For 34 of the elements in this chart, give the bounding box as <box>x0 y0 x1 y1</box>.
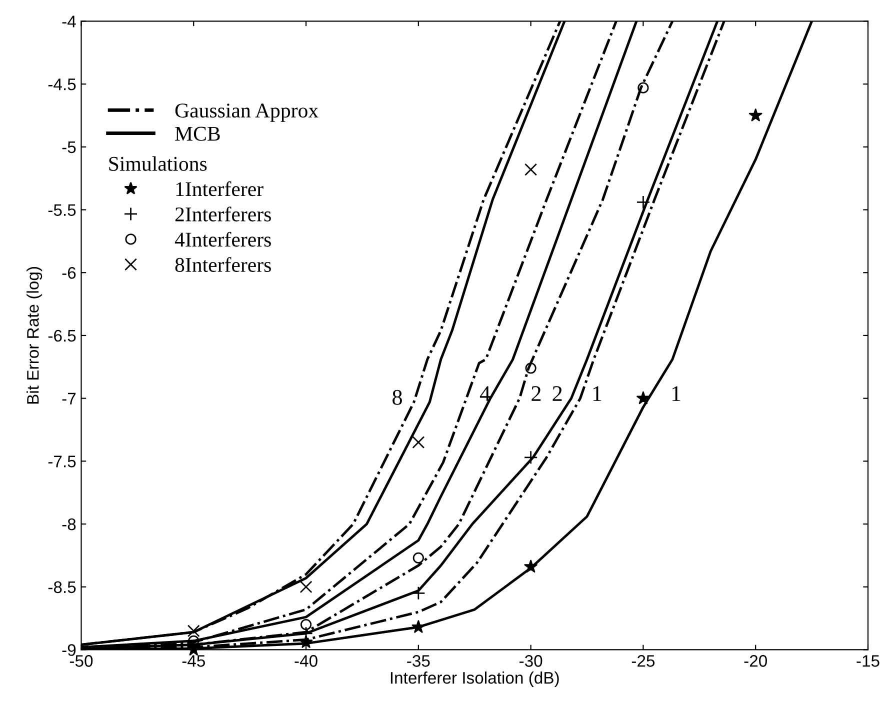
annotation: 1 <box>593 386 602 401</box>
y-tick-label: -5.5 <box>48 204 76 216</box>
legend-label: 4Interferers <box>174 232 271 247</box>
x-tick-label: -35 <box>407 655 430 667</box>
y-tick-label: -7.5 <box>48 456 76 468</box>
y-tick-label: -4 <box>62 16 76 28</box>
x-tick-label: -50 <box>70 655 93 667</box>
y-tick-label: -6 <box>62 267 76 279</box>
legend-title: Simulations <box>109 156 207 171</box>
legend-label: Gaussian Approx <box>175 104 318 122</box>
legend-label: 2Interferers <box>175 206 271 222</box>
y-tick-label: -4.5 <box>48 78 76 90</box>
legend-label: MCB <box>175 126 220 141</box>
y-tick-label: -9 <box>62 644 76 656</box>
y-tick-label: -6.5 <box>48 330 76 342</box>
legend-label: 1Interferer <box>176 181 264 196</box>
annotation: 8 <box>392 390 402 405</box>
x-axis-title: Interferer Isolation (dB) <box>390 672 559 688</box>
x-tick-label: -45 <box>182 655 205 667</box>
annotation: 2 <box>552 386 562 401</box>
annotation: 1 <box>672 386 680 401</box>
annotation: 4 <box>480 386 490 401</box>
x-tick-label: -20 <box>744 655 767 667</box>
y-tick-label: -8.5 <box>48 581 76 594</box>
x-tick-label: -40 <box>294 655 318 667</box>
y-tick-label: -5 <box>62 141 76 154</box>
x-tick-label: -25 <box>632 655 655 667</box>
y-tick-label: -8 <box>62 518 76 530</box>
x-tick-label: -15 <box>856 655 880 667</box>
x-tick-label: -30 <box>520 655 542 667</box>
legend-label: 8Interferers <box>175 257 271 272</box>
y-tick-label: -7 <box>62 392 76 404</box>
y-axis-title: Bit Error Rate (log) <box>26 267 42 404</box>
annotation: 2 <box>532 386 541 401</box>
